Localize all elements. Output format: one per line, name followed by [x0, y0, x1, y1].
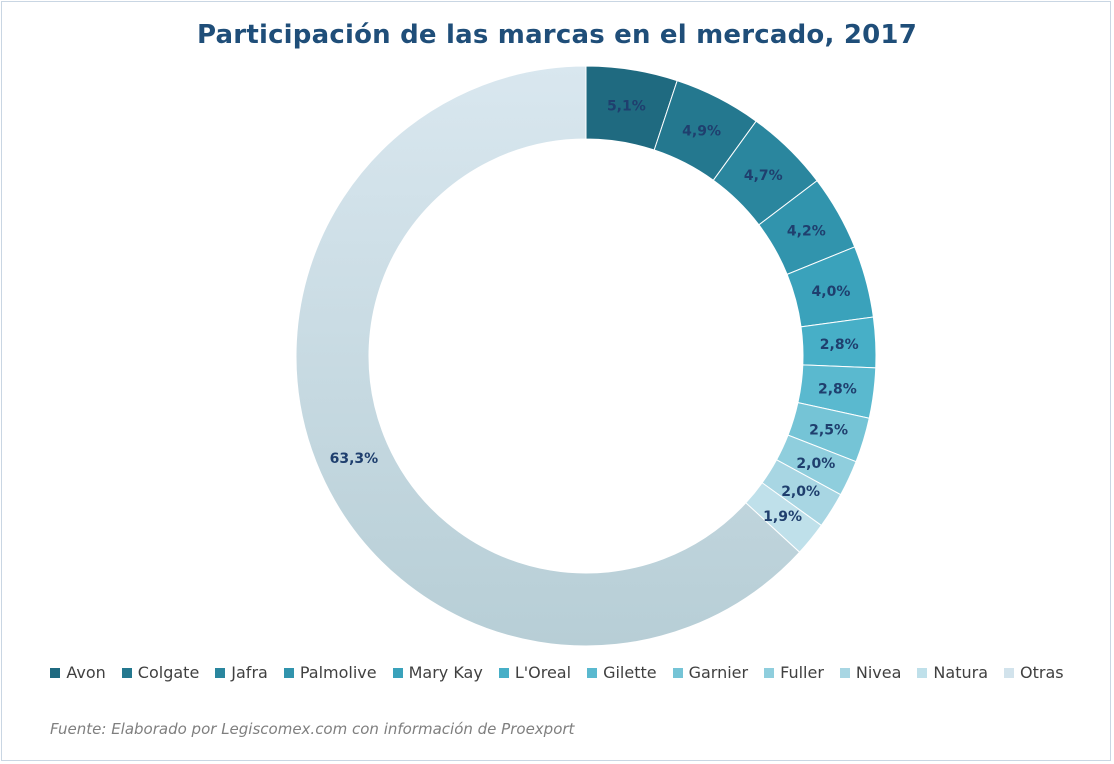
- legend-swatch: [672, 667, 683, 678]
- legend-swatch: [764, 667, 775, 678]
- legend-label: Gilette: [603, 663, 657, 682]
- legend-label: Nivea: [855, 663, 902, 682]
- donut-data-labels: 5,1% 4,9% 4,7% 4,2% 4,0% 2,8% 2,8% 2,5% 2,0% 2,0%…: [330, 99, 859, 525]
- legend-item-otras: Otras: [1004, 663, 1064, 682]
- data-label-natura: 1,9%: [763, 509, 802, 525]
- chart-legend: Avon Colgate Jafra Palmolive Mary Kay L'Oreal…: [0, 663, 1114, 682]
- data-label-nivea: 2,0%: [781, 484, 820, 500]
- legend-swatch: [50, 667, 61, 678]
- data-label-avon: 5,1%: [607, 99, 646, 115]
- slice-otras: [295, 65, 801, 647]
- legend-swatch: [839, 667, 850, 678]
- legend-swatch: [392, 667, 403, 678]
- legend-swatch: [215, 667, 226, 678]
- legend-label: Otras: [1020, 663, 1064, 682]
- legend-item-garnier: Garnier: [672, 663, 749, 682]
- legend-item-palmolive: Palmolive: [283, 663, 377, 682]
- legend-label: Mary Kay: [408, 663, 483, 682]
- legend-label: Avon: [66, 663, 106, 682]
- legend-label: Palmolive: [299, 663, 377, 682]
- data-label-otras: 63,3%: [330, 451, 379, 467]
- legend-item-nivea: Nivea: [839, 663, 902, 682]
- chart-title: Participación de las marcas en el mercad…: [197, 20, 917, 50]
- legend-item-l-oreal: L'Oreal: [498, 663, 572, 682]
- legend-label: Garnier: [688, 663, 749, 682]
- legend-swatch: [498, 667, 509, 678]
- legend-swatch: [917, 667, 928, 678]
- legend-item-gilette: Gilette: [587, 663, 657, 682]
- legend-label: Fuller: [780, 663, 824, 682]
- data-label-l-oreal: 2,8%: [820, 337, 859, 353]
- legend-swatch: [587, 667, 598, 678]
- legend-label: Jafra: [231, 663, 268, 682]
- legend-item-avon: Avon: [50, 663, 106, 682]
- data-label-fuller: 2,0%: [796, 456, 835, 472]
- legend-swatch: [1004, 667, 1014, 678]
- data-label-garnier: 2,5%: [809, 423, 848, 439]
- data-label-gilette: 2,8%: [818, 381, 857, 397]
- legend-swatch: [283, 667, 294, 678]
- legend-item-mary-kay: Mary Kay: [392, 663, 483, 682]
- source-note: Fuente: Elaborado por Legiscomex.com con…: [50, 720, 575, 738]
- legend-swatch: [121, 667, 132, 678]
- data-label-colgate: 4,9%: [682, 123, 721, 139]
- legend-item-jafra: Jafra: [215, 663, 268, 682]
- legend-label: Natura: [933, 663, 988, 682]
- data-label-jafra: 4,7%: [744, 168, 783, 184]
- data-label-palmolive: 4,2%: [787, 224, 826, 240]
- legend-label: L'Oreal: [514, 663, 572, 682]
- data-label-mary-kay: 4,0%: [812, 284, 851, 300]
- legend-item-colgate: Colgate: [121, 663, 200, 682]
- donut-slices: [295, 65, 877, 647]
- legend-item-fuller: Fuller: [764, 663, 824, 682]
- legend-item-natura: Natura: [917, 663, 988, 682]
- legend-label: Colgate: [137, 663, 200, 682]
